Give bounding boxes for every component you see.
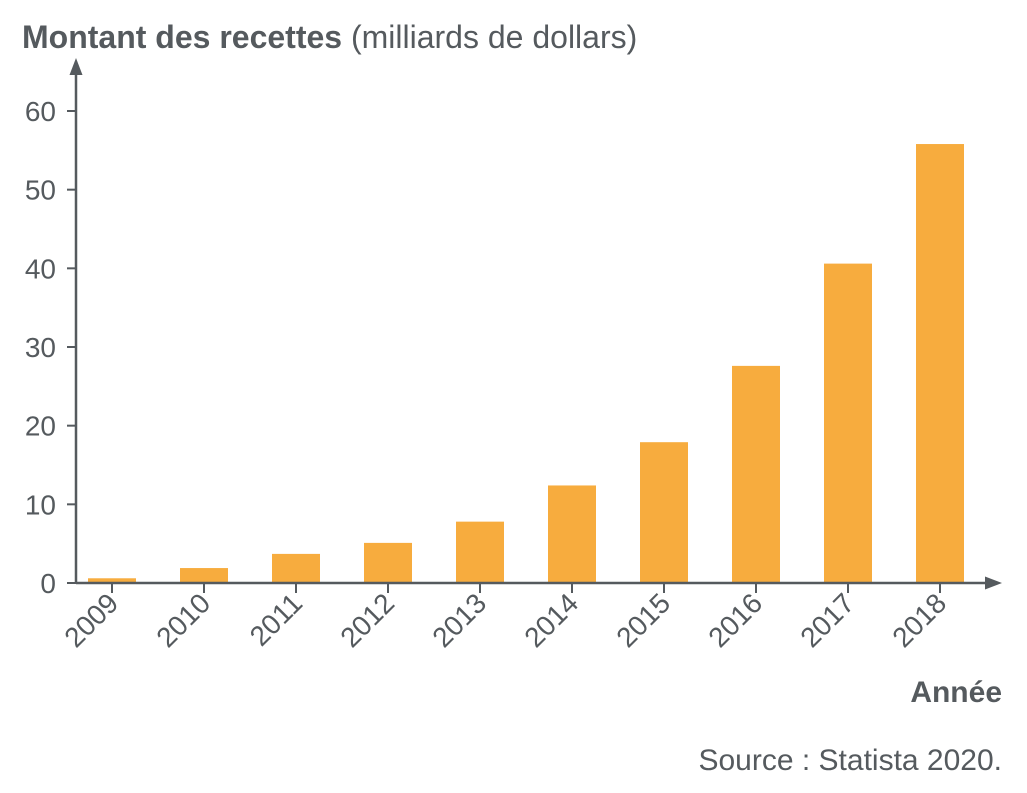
- x-tick-label: 2018: [886, 587, 952, 653]
- y-tick-label: 40: [25, 253, 56, 284]
- bars-group: [88, 144, 964, 584]
- bar-2010: [180, 568, 228, 583]
- x-tick-label: 2010: [150, 587, 216, 653]
- x-tick-label: 2017: [794, 587, 860, 653]
- y-tick-label: 20: [25, 411, 56, 442]
- bar-2011: [272, 553, 320, 583]
- source-note: Source : Statista 2020.: [698, 744, 1002, 777]
- y-axis-arrow: [69, 58, 83, 75]
- y-tick-label: 30: [25, 332, 56, 363]
- y-tick-label: 10: [25, 489, 56, 520]
- bar-2017: [824, 263, 872, 583]
- x-tick-label: 2009: [58, 587, 124, 653]
- y-tick-label: 50: [25, 175, 56, 206]
- x-tick-label: 2016: [702, 587, 768, 653]
- bar-2016: [732, 365, 780, 583]
- y-axis-title-unit: (milliards de dollars): [342, 19, 637, 55]
- bar-2018: [916, 144, 964, 584]
- x-tick-label: 2015: [610, 587, 676, 653]
- x-tick-label: 2011: [244, 587, 309, 652]
- x-axis-title: Année: [910, 676, 1002, 709]
- bar-2009: [88, 578, 136, 583]
- y-tick-label: 60: [25, 96, 56, 127]
- y-axis-title-bold: Montant des recettes: [22, 19, 342, 55]
- y-tick-label: 0: [40, 568, 56, 599]
- bar-2012: [364, 542, 412, 583]
- bar-2014: [548, 485, 596, 583]
- x-tick-label: 2014: [518, 587, 584, 653]
- x-tick-label: 2013: [426, 587, 492, 653]
- x-axis-arrow: [985, 576, 1002, 590]
- x-tick-label: 2012: [334, 587, 400, 653]
- y-axis-title: Montant des recettes (milliards de dolla…: [22, 19, 637, 55]
- bar-2013: [456, 521, 504, 583]
- x-ticks-group: 2009 2010 2011 2012 2013 2014 2015 2016 2017 2018: [58, 583, 952, 653]
- bar-2015: [640, 442, 688, 583]
- y-ticks-group: 0 10 20 30 40 50 60: [25, 96, 76, 599]
